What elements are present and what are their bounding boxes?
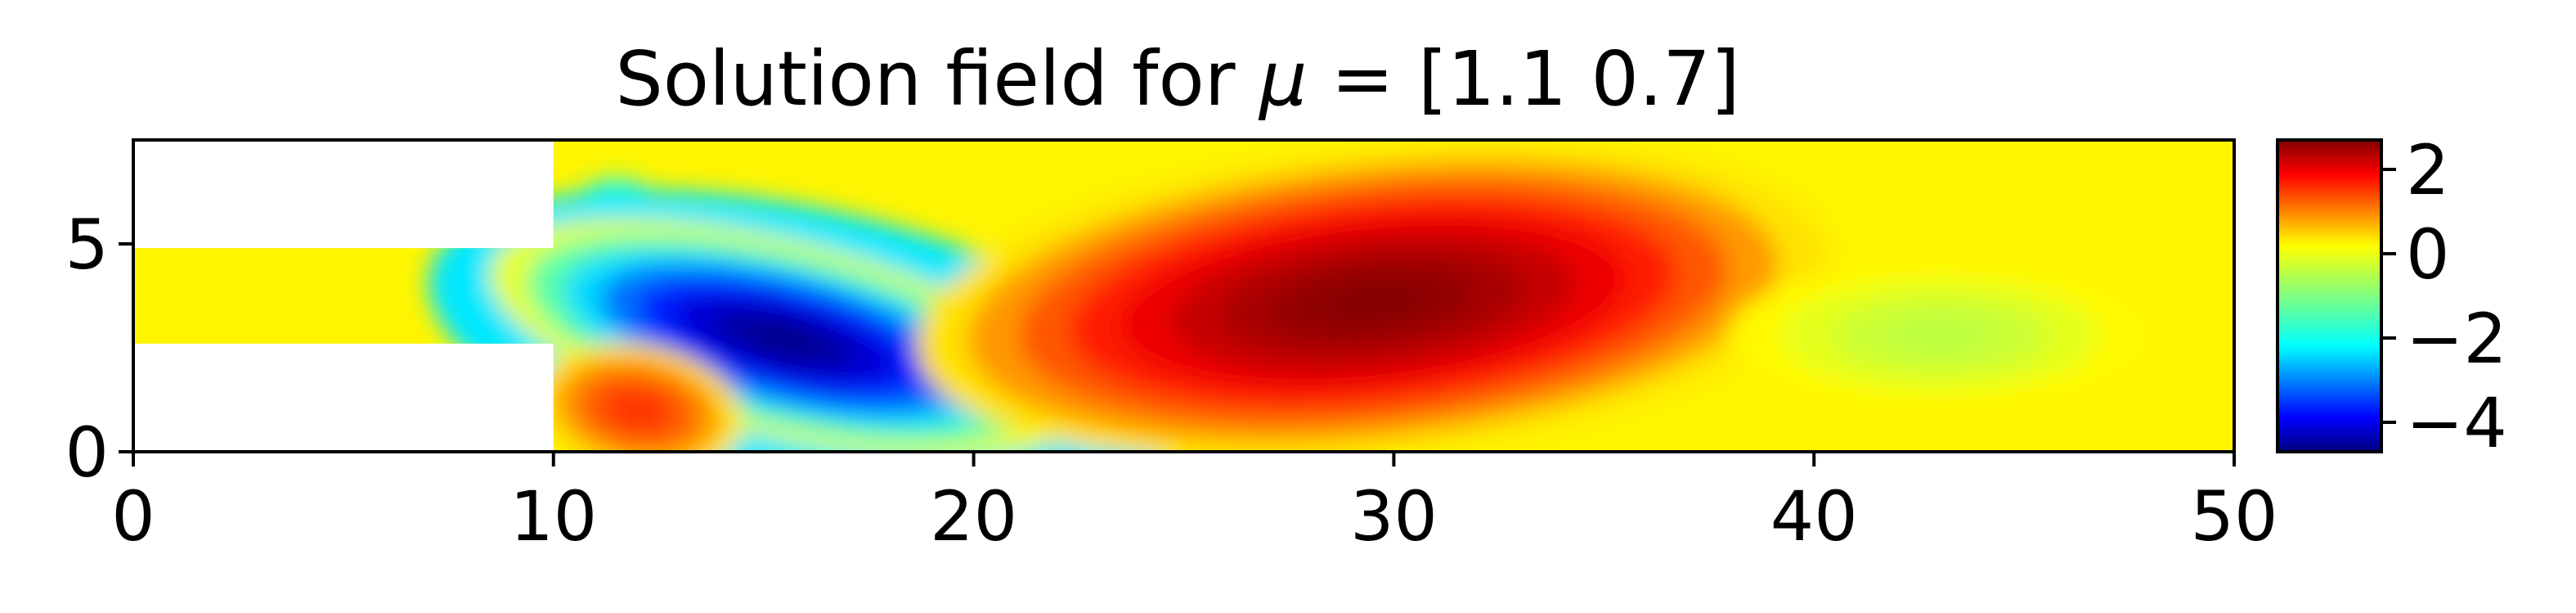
y-tick-label: 0 (65, 412, 109, 493)
field-feature-minimum (490, 219, 1079, 452)
title-prefix: Solution field for (615, 35, 1259, 123)
x-tick-label: 30 (1350, 476, 1438, 557)
x-tick-label: 40 (1770, 476, 1858, 557)
colorbar-tick-label: 0 (2406, 214, 2449, 295)
title-symbol: μ (1258, 35, 1308, 123)
field-feature-weak (1727, 261, 2153, 409)
colorbar-tick-label: 2 (2406, 130, 2449, 210)
x-axis: 0 10 20 30 40 50 (111, 452, 2278, 557)
x-tick-label: 50 (2191, 476, 2278, 557)
x-tick-label: 10 (509, 476, 597, 557)
y-tick-label: 5 (65, 205, 109, 285)
y-axis: 05 (65, 205, 133, 493)
colorbar-tick-label: −4 (2406, 383, 2507, 463)
title-suffix: = [1.1 0.7] (1307, 35, 1739, 123)
chart-title: Solution field for μ = [1.1 0.7] (615, 35, 1739, 123)
field-feature-maximum (917, 144, 1829, 452)
x-tick-label: 20 (930, 476, 1017, 557)
solution-field (133, 140, 2234, 452)
x-tick-label: 0 (111, 476, 155, 557)
colorbar-tick-label: −2 (2406, 299, 2507, 379)
field-feature-corner (532, 343, 743, 452)
colorbar (2276, 138, 2383, 453)
colorbar-ticks: 20−2−4 (2381, 130, 2507, 463)
axes-frame (132, 138, 2236, 453)
